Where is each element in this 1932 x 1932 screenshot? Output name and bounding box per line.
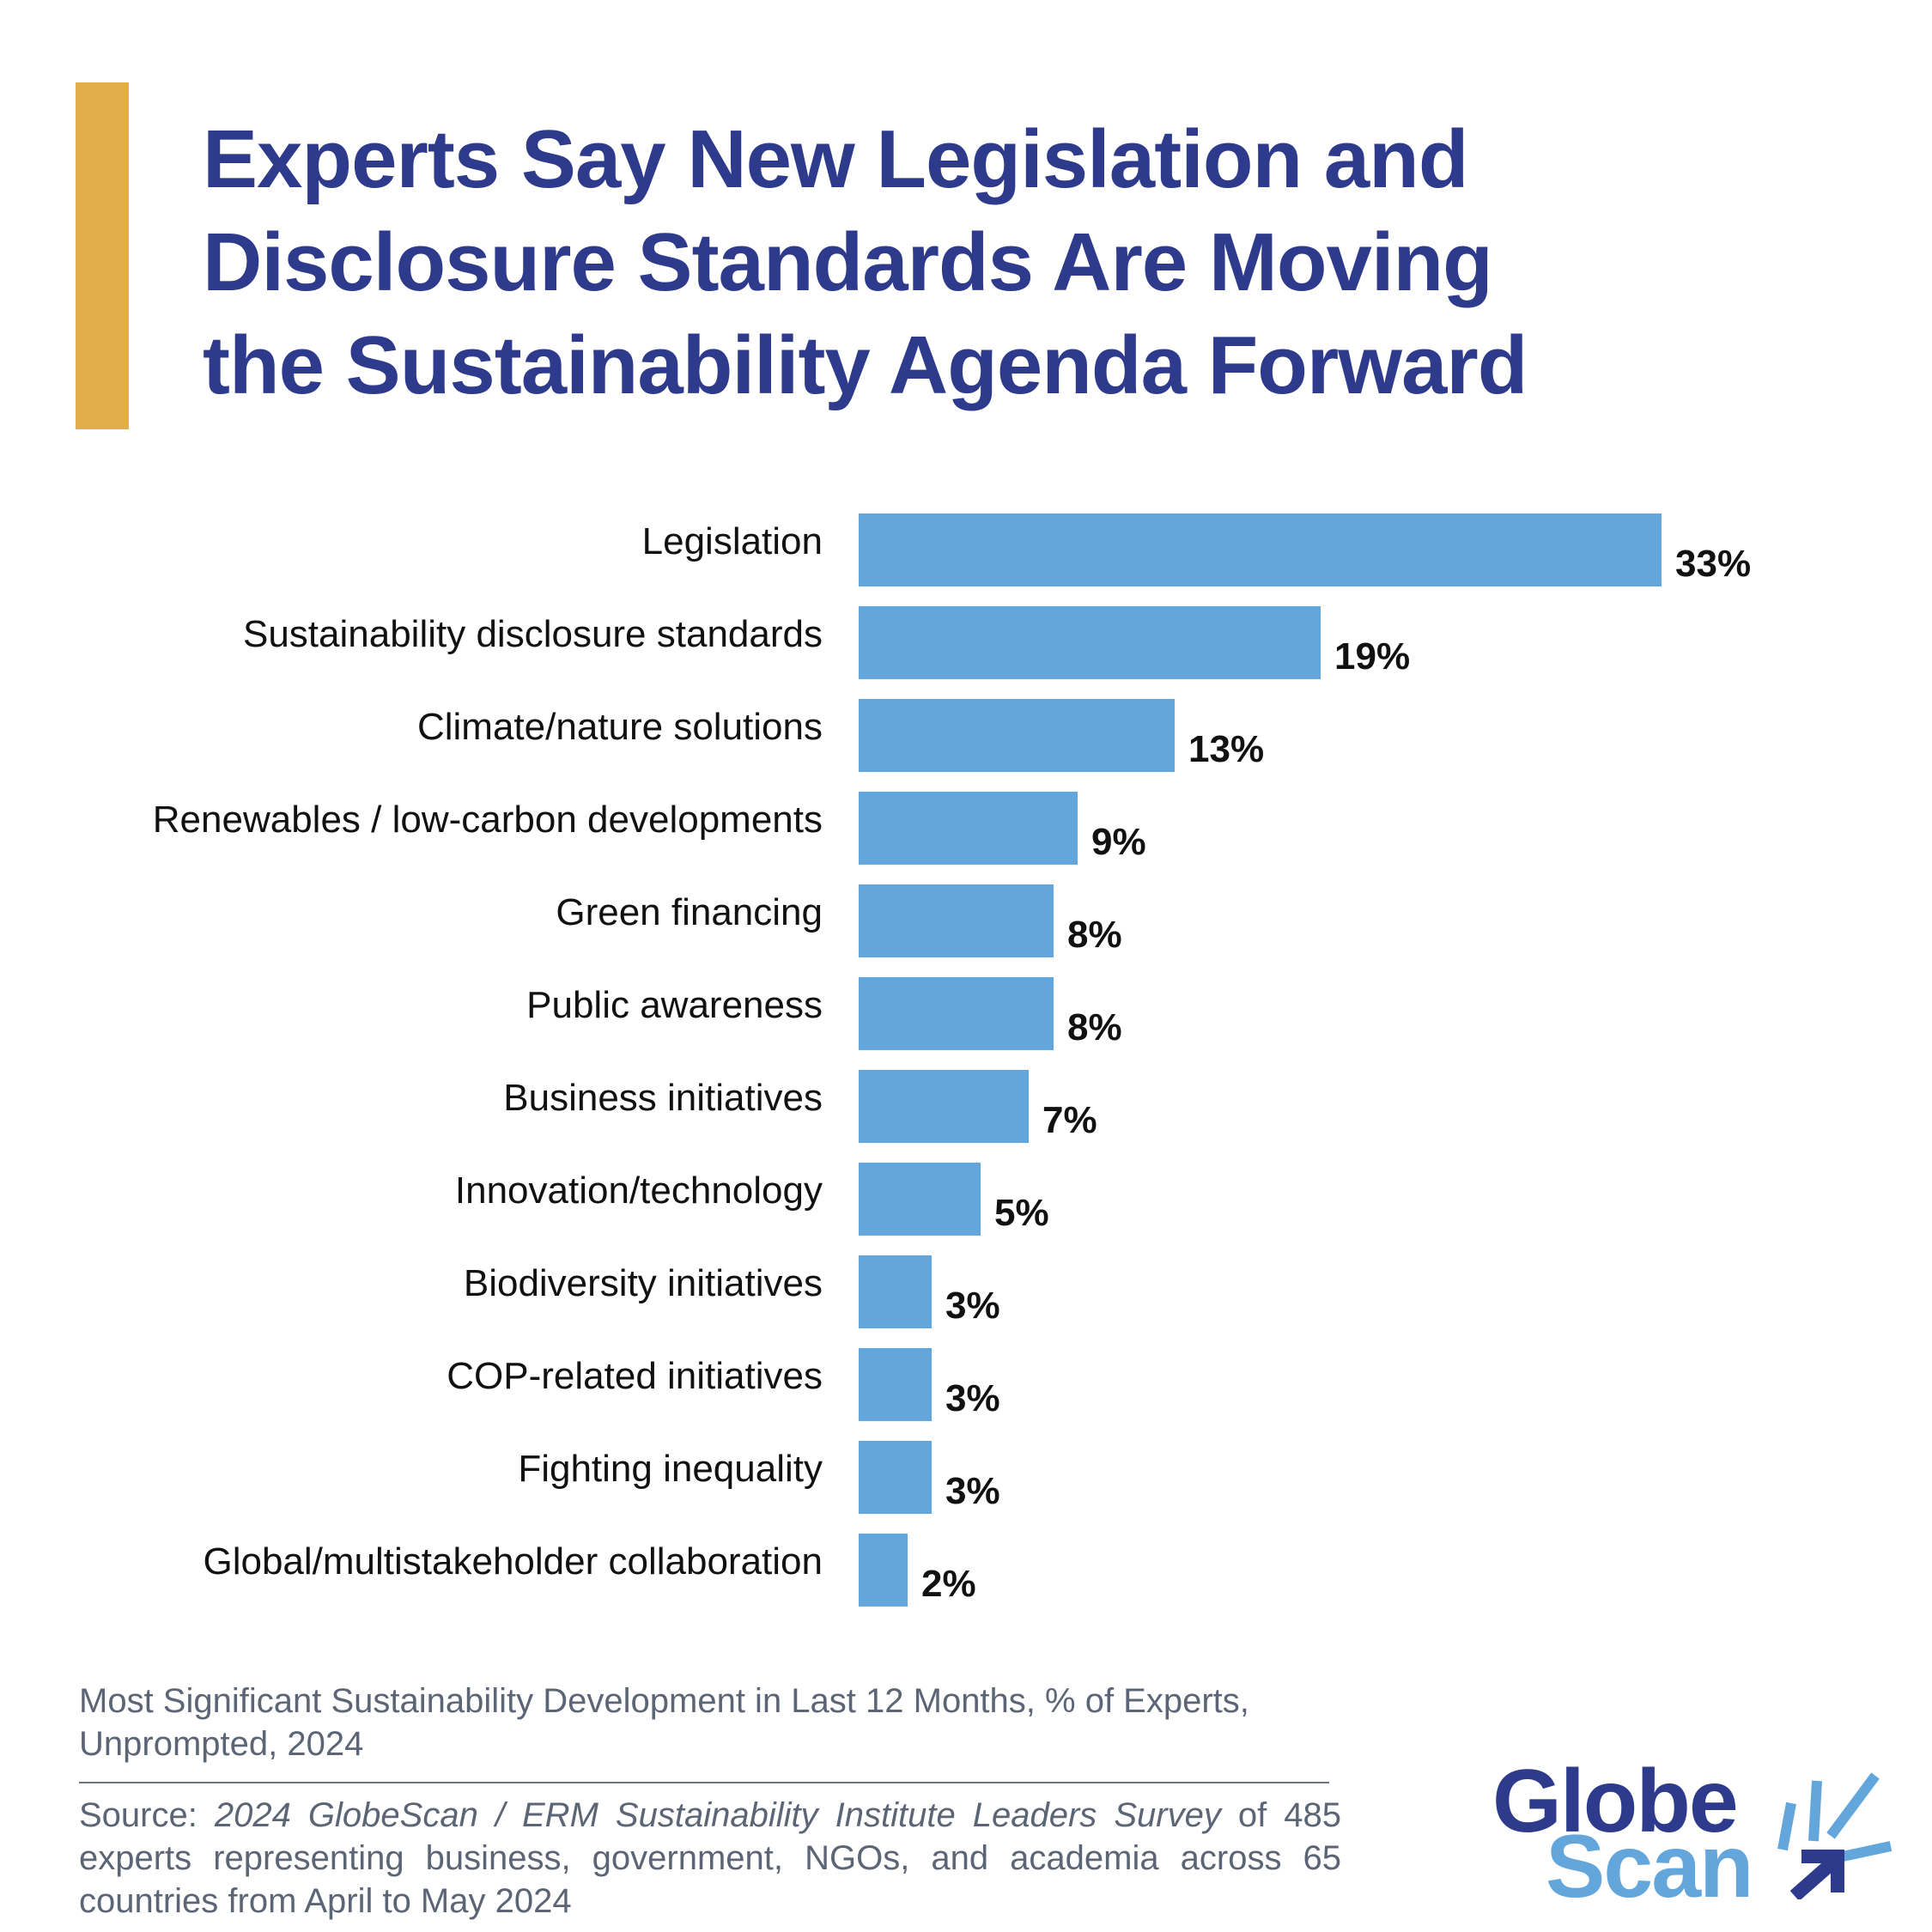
title-line-2: Disclosure Standards Are Moving	[203, 216, 1493, 308]
bar-9	[859, 1348, 932, 1421]
title-line-3: the Sustainability Agenda Forward	[203, 319, 1528, 411]
category-label-11: Global/multistakeholder collaboration	[203, 1540, 823, 1583]
value-label-5: 8%	[1067, 1006, 1122, 1048]
category-label-4: Green financing	[556, 891, 823, 933]
value-label-9: 3%	[945, 1377, 1000, 1419]
value-label-2: 13%	[1188, 728, 1264, 770]
category-label-1: Sustainability disclosure standards	[243, 613, 823, 655]
value-label-3: 9%	[1091, 821, 1146, 863]
source-note: Source: 2024 GlobeScan / ERM Sustainabil…	[79, 1794, 1341, 1923]
value-label-10: 3%	[945, 1470, 1000, 1512]
bar-3	[859, 792, 1078, 865]
category-label-9: COP-related initiatives	[447, 1355, 823, 1397]
category-label-7: Innovation/technology	[455, 1170, 823, 1212]
chart-note: Most Significant Sustainability Developm…	[79, 1680, 1333, 1765]
bar-1	[859, 606, 1321, 679]
category-label-10: Fighting inequality	[518, 1448, 823, 1490]
value-label-11: 2%	[921, 1563, 976, 1605]
logo-word-scan: Scan	[1546, 1817, 1754, 1917]
bar-7	[859, 1163, 981, 1236]
source-details: of 485 experts representing business, go…	[79, 1796, 1341, 1920]
title-line-1: Experts Say New Legislation and	[203, 113, 1468, 205]
value-label-7: 5%	[994, 1192, 1049, 1234]
value-label-1: 19%	[1334, 635, 1410, 677]
chart-note-line-1: Most Significant Sustainability Developm…	[79, 1682, 1249, 1720]
value-label-4: 8%	[1067, 914, 1122, 956]
category-label-0: Legislation	[642, 520, 823, 562]
chart-note-line-2: Unprompted, 2024	[79, 1725, 364, 1763]
value-label-6: 7%	[1042, 1099, 1097, 1141]
page-title: Experts Say New Legislation and Disclosu…	[203, 108, 1834, 417]
bar-4	[859, 884, 1054, 957]
bar-2	[859, 699, 1175, 772]
bar-6	[859, 1070, 1029, 1143]
bar-10	[859, 1441, 932, 1514]
bar-11	[859, 1534, 908, 1607]
title-accent-bar	[76, 82, 129, 429]
logo-word-globe: Globe	[1492, 1752, 1739, 1851]
bar-5	[859, 977, 1054, 1050]
bar-8	[859, 1255, 932, 1328]
value-label-0: 33%	[1675, 543, 1751, 585]
category-label-5: Public awareness	[526, 984, 823, 1026]
category-label-6: Business initiatives	[503, 1077, 823, 1119]
category-label-8: Biodiversity initiatives	[464, 1262, 823, 1304]
source-survey-name: 2024 GlobeScan / ERM Sustainability Inst…	[214, 1796, 1221, 1834]
category-label-3: Renewables / low-carbon developments	[153, 799, 823, 841]
bar-chart: Legislation 33% Sustainability disclosure …	[153, 513, 1751, 1607]
bar-0	[859, 513, 1662, 586]
globescan-logo: Globe Scan	[1492, 1752, 1896, 1917]
footer-divider	[79, 1782, 1329, 1783]
value-label-8: 3%	[945, 1285, 1000, 1327]
logo-burst-icon	[1777, 1772, 1893, 1899]
category-label-2: Climate/nature solutions	[417, 706, 823, 748]
source-prefix: Source:	[79, 1796, 215, 1834]
